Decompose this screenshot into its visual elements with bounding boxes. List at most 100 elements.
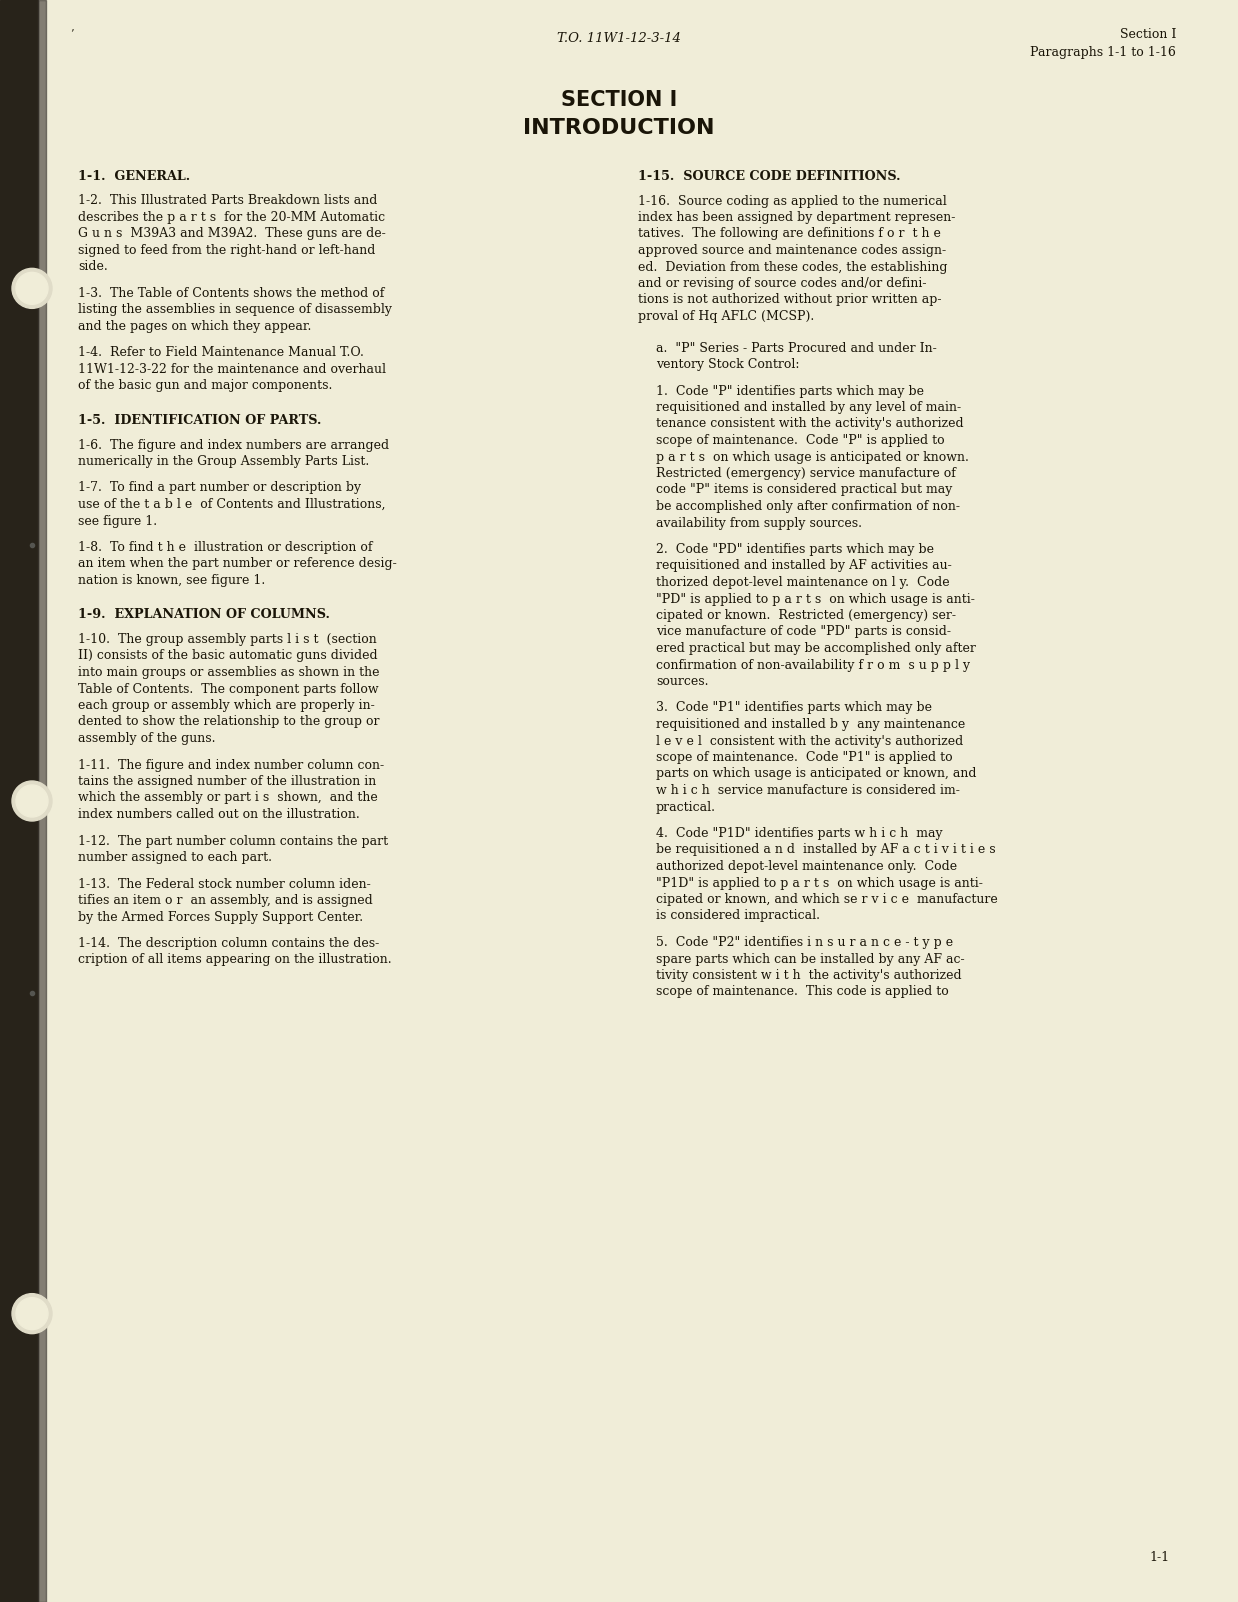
Text: which the assembly or part i s  shown,  and the: which the assembly or part i s shown, an… bbox=[78, 791, 378, 804]
Text: 1-12.  The part number column contains the part: 1-12. The part number column contains th… bbox=[78, 835, 389, 847]
Text: describes the p a r t s  for the 20-MM Automatic: describes the p a r t s for the 20-MM Au… bbox=[78, 211, 385, 224]
Text: 1-15.  SOURCE CODE DEFINITIONS.: 1-15. SOURCE CODE DEFINITIONS. bbox=[638, 170, 900, 183]
Bar bbox=[0, 0, 38, 1602]
Text: ventory Stock Control:: ventory Stock Control: bbox=[656, 357, 800, 372]
Circle shape bbox=[12, 1294, 52, 1333]
Text: Table of Contents.  The component parts follow: Table of Contents. The component parts f… bbox=[78, 682, 379, 695]
Text: availability from supply sources.: availability from supply sources. bbox=[656, 516, 862, 530]
Circle shape bbox=[16, 1298, 48, 1330]
Text: index has been assigned by department represen-: index has been assigned by department re… bbox=[638, 211, 956, 224]
Text: scope of maintenance.  Code "P" is applied to: scope of maintenance. Code "P" is applie… bbox=[656, 434, 945, 447]
Text: scope of maintenance.  Code "P1" is applied to: scope of maintenance. Code "P1" is appli… bbox=[656, 751, 952, 764]
Text: practical.: practical. bbox=[656, 801, 716, 814]
Text: "PD" is applied to p a r t s  on which usage is anti-: "PD" is applied to p a r t s on which us… bbox=[656, 593, 974, 606]
Text: code "P" items is considered practical but may: code "P" items is considered practical b… bbox=[656, 484, 952, 497]
Text: spare parts which can be installed by any AF ac-: spare parts which can be installed by an… bbox=[656, 953, 964, 966]
Text: be accomplished only after confirmation of non-: be accomplished only after confirmation … bbox=[656, 500, 959, 513]
Circle shape bbox=[16, 785, 48, 817]
Text: 5.  Code "P2" identifies i n s u r a n c e - t y p e: 5. Code "P2" identifies i n s u r a n c … bbox=[656, 936, 953, 948]
Text: cription of all items appearing on the illustration.: cription of all items appearing on the i… bbox=[78, 953, 391, 966]
Text: tivity consistent w i t h  the activity's authorized: tivity consistent w i t h the activity's… bbox=[656, 969, 962, 982]
Text: 1-2.  This Illustrated Parts Breakdown lists and: 1-2. This Illustrated Parts Breakdown li… bbox=[78, 194, 378, 208]
Text: listing the assemblies in sequence of disassembly: listing the assemblies in sequence of di… bbox=[78, 303, 392, 317]
Text: 1-16.  Source coding as applied to the numerical: 1-16. Source coding as applied to the nu… bbox=[638, 194, 947, 208]
Text: 1-1: 1-1 bbox=[1150, 1551, 1170, 1564]
Circle shape bbox=[12, 782, 52, 820]
Text: 3.  Code "P1" identifies parts which may be: 3. Code "P1" identifies parts which may … bbox=[656, 702, 932, 714]
Text: by the Armed Forces Supply Support Center.: by the Armed Forces Supply Support Cente… bbox=[78, 910, 363, 923]
Text: INTRODUCTION: INTRODUCTION bbox=[524, 119, 714, 138]
Text: into main groups or assemblies as shown in the: into main groups or assemblies as shown … bbox=[78, 666, 380, 679]
Text: 1-13.  The Federal stock number column iden-: 1-13. The Federal stock number column id… bbox=[78, 878, 370, 891]
Text: vice manufacture of code "PD" parts is consid-: vice manufacture of code "PD" parts is c… bbox=[656, 625, 951, 639]
Text: 4.  Code "P1D" identifies parts w h i c h  may: 4. Code "P1D" identifies parts w h i c h… bbox=[656, 827, 942, 839]
Text: is considered impractical.: is considered impractical. bbox=[656, 910, 820, 923]
Text: T.O. 11W1-12-3-14: T.O. 11W1-12-3-14 bbox=[557, 32, 681, 45]
Text: 1-1.  GENERAL.: 1-1. GENERAL. bbox=[78, 170, 191, 183]
Text: and or revising of source codes and/or defini-: and or revising of source codes and/or d… bbox=[638, 277, 926, 290]
Text: Section I: Section I bbox=[1119, 27, 1176, 42]
Text: 1-5.  IDENTIFICATION OF PARTS.: 1-5. IDENTIFICATION OF PARTS. bbox=[78, 413, 322, 428]
Text: dented to show the relationship to the group or: dented to show the relationship to the g… bbox=[78, 716, 380, 729]
Circle shape bbox=[16, 272, 48, 304]
Text: 11W1-12-3-22 for the maintenance and overhaul: 11W1-12-3-22 for the maintenance and ove… bbox=[78, 364, 386, 376]
Text: index numbers called out on the illustration.: index numbers called out on the illustra… bbox=[78, 807, 360, 820]
Circle shape bbox=[12, 269, 52, 308]
Bar bbox=[38, 0, 46, 1602]
Text: requisitioned and installed by any level of main-: requisitioned and installed by any level… bbox=[656, 400, 961, 413]
Text: and the pages on which they appear.: and the pages on which they appear. bbox=[78, 320, 312, 333]
Text: confirmation of non-availability f r o m  s u p p l y: confirmation of non-availability f r o m… bbox=[656, 658, 971, 671]
Text: nation is known, see figure 1.: nation is known, see figure 1. bbox=[78, 574, 265, 586]
Text: 1-8.  To find t h e  illustration or description of: 1-8. To find t h e illustration or descr… bbox=[78, 541, 373, 554]
Text: requisitioned and installed by AF activities au-: requisitioned and installed by AF activi… bbox=[656, 559, 952, 572]
Text: use of the t a b l e  of Contents and Illustrations,: use of the t a b l e of Contents and Ill… bbox=[78, 498, 385, 511]
Text: assembly of the guns.: assembly of the guns. bbox=[78, 732, 215, 745]
Text: 1-7.  To find a part number or description by: 1-7. To find a part number or descriptio… bbox=[78, 482, 361, 495]
Text: 1-11.  The figure and index number column con-: 1-11. The figure and index number column… bbox=[78, 758, 384, 772]
Text: 1-10.  The group assembly parts l i s t  (section: 1-10. The group assembly parts l i s t (… bbox=[78, 633, 376, 646]
Text: requisitioned and installed b y  any maintenance: requisitioned and installed b y any main… bbox=[656, 718, 966, 731]
Text: ered practical but may be accomplished only after: ered practical but may be accomplished o… bbox=[656, 642, 976, 655]
Text: 2.  Code "PD" identifies parts which may be: 2. Code "PD" identifies parts which may … bbox=[656, 543, 933, 556]
Text: Paragraphs 1-1 to 1-16: Paragraphs 1-1 to 1-16 bbox=[1030, 46, 1176, 59]
Text: ’: ’ bbox=[71, 27, 73, 38]
Text: sources.: sources. bbox=[656, 674, 708, 687]
Text: each group or assembly which are properly in-: each group or assembly which are properl… bbox=[78, 698, 375, 711]
Text: II) consists of the basic automatic guns divided: II) consists of the basic automatic guns… bbox=[78, 649, 378, 663]
Text: of the basic gun and major components.: of the basic gun and major components. bbox=[78, 380, 332, 392]
Text: tifies an item o r  an assembly, and is assigned: tifies an item o r an assembly, and is a… bbox=[78, 894, 373, 907]
Text: Restricted (emergency) service manufacture of: Restricted (emergency) service manufactu… bbox=[656, 468, 956, 481]
Text: SECTION I: SECTION I bbox=[561, 90, 677, 111]
Text: authorized depot-level maintenance only.  Code: authorized depot-level maintenance only.… bbox=[656, 860, 957, 873]
Text: cipated or known.  Restricted (emergency) ser-: cipated or known. Restricted (emergency)… bbox=[656, 609, 956, 622]
Text: "P1D" is applied to p a r t s  on which usage is anti-: "P1D" is applied to p a r t s on which u… bbox=[656, 876, 983, 889]
Text: ed.  Deviation from these codes, the establishing: ed. Deviation from these codes, the esta… bbox=[638, 261, 947, 274]
Text: parts on which usage is anticipated or known, and: parts on which usage is anticipated or k… bbox=[656, 767, 977, 780]
Text: approved source and maintenance codes assign-: approved source and maintenance codes as… bbox=[638, 244, 946, 256]
Text: be requisitioned a n d  installed by AF a c t i v i t i e s: be requisitioned a n d installed by AF a… bbox=[656, 844, 995, 857]
Text: signed to feed from the right-hand or left-hand: signed to feed from the right-hand or le… bbox=[78, 244, 375, 256]
Text: l e v e l  consistent with the activity's authorized: l e v e l consistent with the activity's… bbox=[656, 734, 963, 748]
Text: a.  "P" Series - Parts Procured and under In-: a. "P" Series - Parts Procured and under… bbox=[656, 341, 937, 354]
Text: scope of maintenance.  This code is applied to: scope of maintenance. This code is appli… bbox=[656, 985, 948, 998]
Text: number assigned to each part.: number assigned to each part. bbox=[78, 851, 272, 863]
Text: 1-4.  Refer to Field Maintenance Manual T.O.: 1-4. Refer to Field Maintenance Manual T… bbox=[78, 346, 364, 359]
Text: numerically in the Group Assembly Parts List.: numerically in the Group Assembly Parts … bbox=[78, 455, 369, 468]
Text: w h i c h  service manufacture is considered im-: w h i c h service manufacture is conside… bbox=[656, 783, 959, 798]
Text: 1-14.  The description column contains the des-: 1-14. The description column contains th… bbox=[78, 937, 379, 950]
Text: p a r t s  on which usage is anticipated or known.: p a r t s on which usage is anticipated … bbox=[656, 450, 969, 463]
Text: tenance consistent with the activity's authorized: tenance consistent with the activity's a… bbox=[656, 418, 963, 431]
Text: proval of Hq AFLC (MCSP).: proval of Hq AFLC (MCSP). bbox=[638, 311, 815, 324]
Text: an item when the part number or reference desig-: an item when the part number or referenc… bbox=[78, 557, 396, 570]
Text: see figure 1.: see figure 1. bbox=[78, 514, 157, 527]
Text: side.: side. bbox=[78, 261, 108, 274]
Text: 1-3.  The Table of Contents shows the method of: 1-3. The Table of Contents shows the met… bbox=[78, 287, 384, 300]
Text: 1-6.  The figure and index numbers are arranged: 1-6. The figure and index numbers are ar… bbox=[78, 439, 389, 452]
Text: 1.  Code "P" identifies parts which may be: 1. Code "P" identifies parts which may b… bbox=[656, 384, 924, 397]
Text: tions is not authorized without prior written ap-: tions is not authorized without prior wr… bbox=[638, 293, 942, 306]
Text: 1-9.  EXPLANATION OF COLUMNS.: 1-9. EXPLANATION OF COLUMNS. bbox=[78, 609, 329, 622]
Text: cipated or known, and which se r v i c e  manufacture: cipated or known, and which se r v i c e… bbox=[656, 892, 998, 907]
Text: thorized depot-level maintenance on l y.  Code: thorized depot-level maintenance on l y.… bbox=[656, 577, 950, 590]
Text: tatives.  The following are definitions f o r  t h e: tatives. The following are definitions f… bbox=[638, 227, 941, 240]
Text: tains the assigned number of the illustration in: tains the assigned number of the illustr… bbox=[78, 775, 376, 788]
